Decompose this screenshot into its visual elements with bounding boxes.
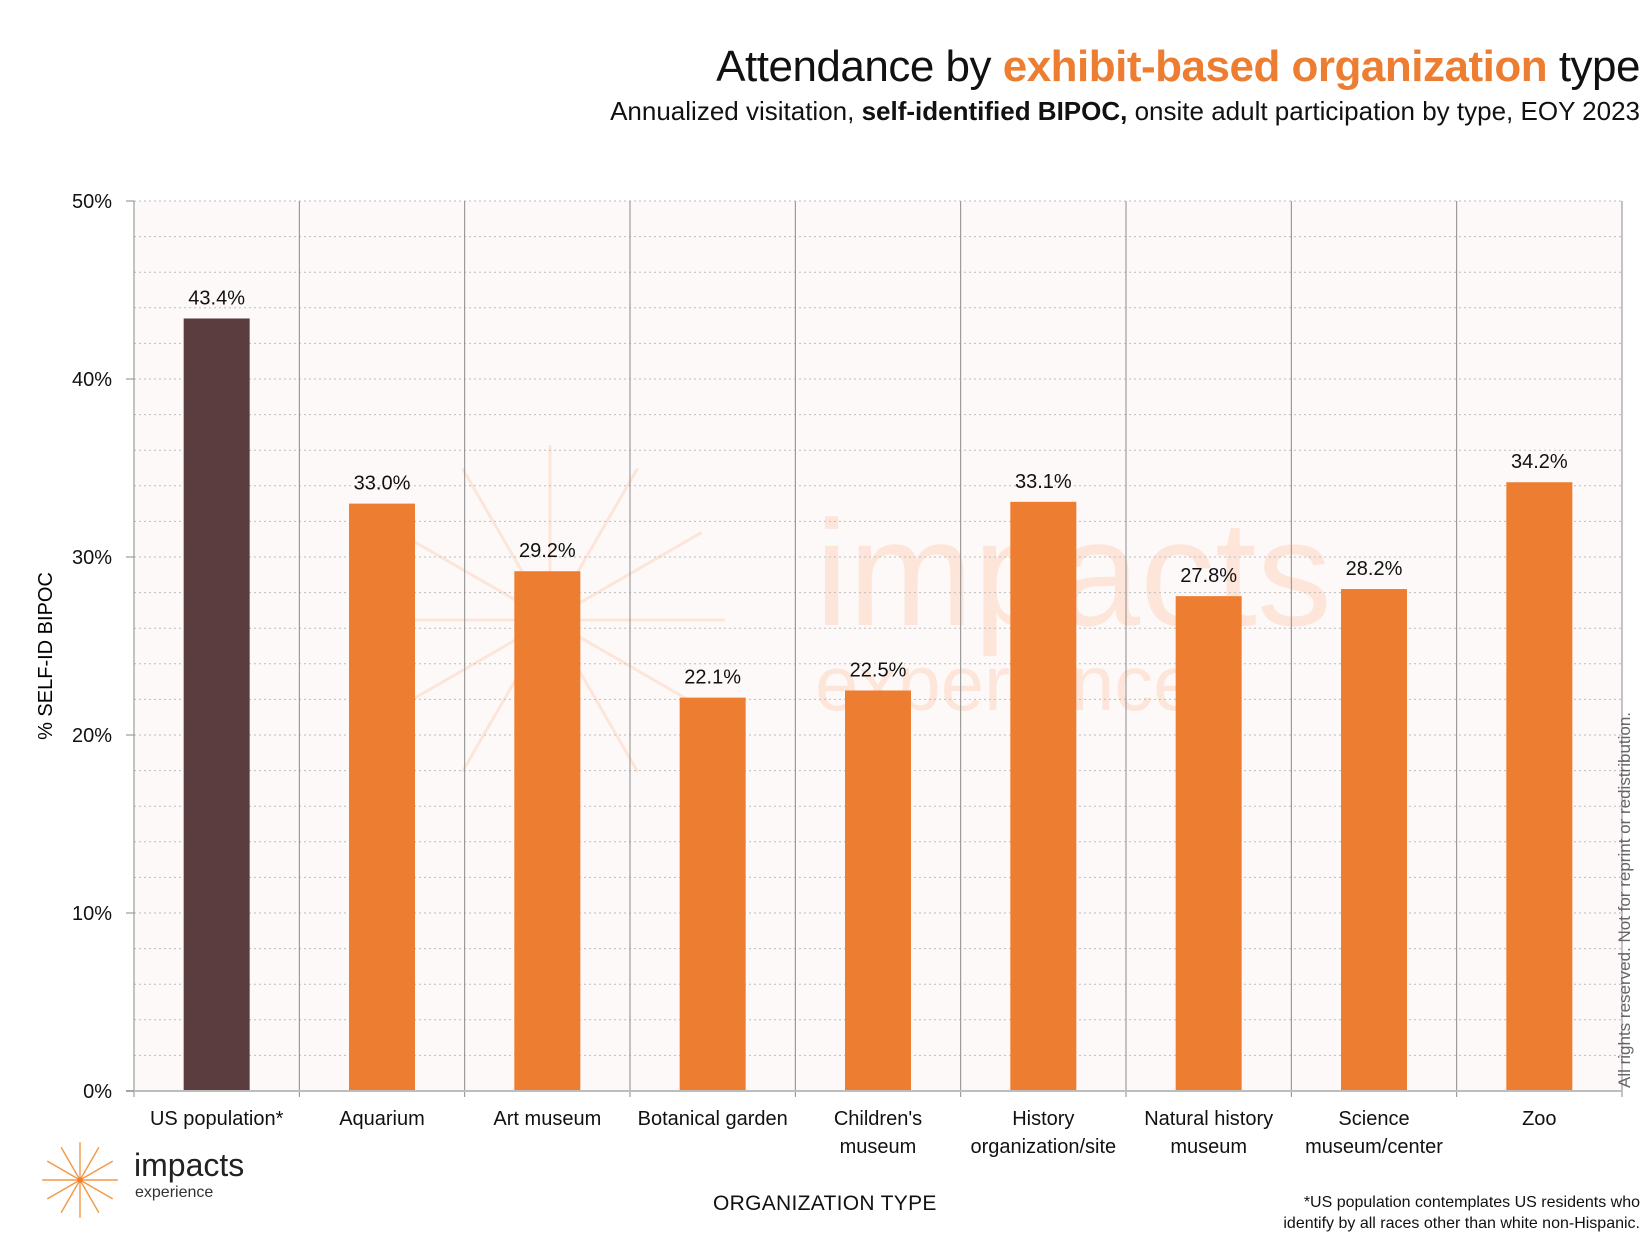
data-label: 28.2%	[1346, 558, 1403, 580]
impacts-logo-icon	[42, 1142, 118, 1218]
bar	[1506, 482, 1573, 1091]
rights-notice: All rights reserved. Not for reprint or …	[1615, 711, 1634, 1088]
data-label: 34.2%	[1511, 451, 1568, 473]
subtitle-bold: self-identified BIPOC,	[861, 96, 1128, 126]
data-label: 33.0%	[354, 473, 411, 495]
bar	[845, 690, 911, 1091]
title-text: Attendance by	[716, 42, 1003, 91]
x-tick-label: Children's	[834, 1108, 922, 1130]
category-separators	[298, 201, 1623, 1097]
y-axis-title: % SELF-ID BIPOC	[35, 572, 57, 740]
x-tick-label: organization/site	[971, 1136, 1117, 1158]
footnote-line-2: identify by all races other than white n…	[1283, 1215, 1640, 1232]
title-accent: exhibit-based organization	[1002, 42, 1548, 91]
data-label: 22.5%	[850, 660, 907, 682]
logo-subtext: experience	[135, 1184, 214, 1201]
y-tick-label: 10%	[72, 903, 112, 925]
x-tick-label: US population*	[150, 1108, 284, 1130]
title-text-end: type	[1547, 42, 1641, 91]
x-tick-label: History	[1012, 1108, 1074, 1130]
x-tick-label: Natural history	[1144, 1108, 1273, 1130]
bars	[183, 318, 1573, 1092]
data-label: 43.4%	[188, 287, 245, 309]
x-tick-label: museum	[840, 1136, 917, 1158]
logo-wordmark: impacts	[134, 1147, 245, 1183]
data-labels: 43.4% 33.0% 29.2% 22.1% 22.5% 33.1% 27.8% 28.2%…	[188, 287, 1568, 688]
footnote: *US population contemplates US residents…	[1283, 1192, 1640, 1234]
x-tick-label: Zoo	[1522, 1108, 1556, 1130]
y-tick-label: 0%	[83, 1081, 112, 1103]
y-tick-label: 30%	[72, 547, 112, 569]
chart-subtitle: Annualized visitation, self-identified B…	[610, 96, 1640, 127]
bar	[183, 318, 250, 1092]
footnote-line-1: *US population contemplates US residents…	[1303, 1194, 1640, 1211]
data-label: 27.8%	[1180, 565, 1237, 587]
subtitle-text-end: onsite adult participation by type, EOY …	[1127, 96, 1640, 126]
x-tick-label: Art museum	[493, 1108, 601, 1130]
bar	[1010, 501, 1077, 1091]
data-label: 33.1%	[1015, 471, 1072, 493]
chart-title: Attendance by exhibit-based organization…	[716, 42, 1640, 92]
x-tick-label: Botanical garden	[638, 1108, 788, 1130]
data-label: 22.1%	[684, 667, 741, 689]
x-tick-label: Science	[1338, 1108, 1409, 1130]
data-label: 29.2%	[519, 540, 576, 562]
subtitle-text: Annualized visitation,	[610, 96, 862, 126]
bar	[679, 697, 746, 1091]
axes	[126, 200, 1622, 1097]
y-tick-labels: 0% 10% 20% 30% 40% 50%	[72, 191, 112, 1103]
x-tick-label: museum/center	[1305, 1136, 1443, 1158]
x-axis-title: ORGANIZATION TYPE	[713, 1192, 937, 1215]
x-tick-label: museum	[1170, 1136, 1247, 1158]
bar	[349, 503, 415, 1092]
bar	[514, 571, 581, 1091]
x-tick-labels: US population* Aquarium Art museum Botanica…	[150, 1108, 1557, 1158]
y-tick-label: 40%	[72, 369, 112, 391]
x-tick-label: Aquarium	[339, 1108, 425, 1130]
y-tick-label: 50%	[72, 191, 112, 213]
bar	[1341, 589, 1407, 1091]
y-tick-label: 20%	[72, 725, 112, 747]
bar	[1175, 596, 1242, 1091]
